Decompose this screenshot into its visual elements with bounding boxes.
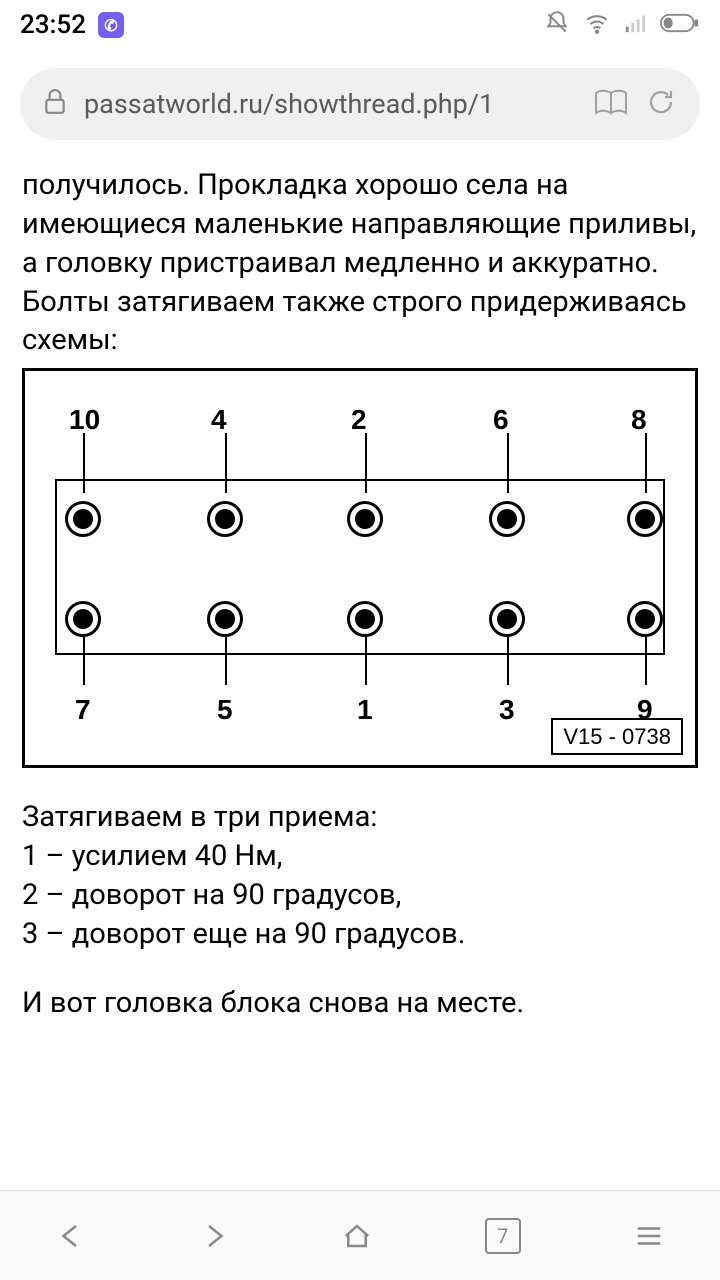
back-button[interactable] (56, 1221, 86, 1251)
battery-icon (660, 13, 700, 37)
bolt-7 (65, 601, 101, 637)
viber-icon: ✆ (98, 12, 124, 38)
bolt-9 (627, 601, 663, 637)
diagram-code: V15 - 0738 (551, 718, 683, 755)
bolt-4 (207, 501, 243, 537)
status-right (544, 10, 700, 40)
page-content: получилось. Прокладка хорошо села на име… (0, 154, 720, 1190)
url-bar[interactable]: passatworld.ru/showthread.php/1 (20, 68, 700, 140)
menu-button[interactable] (634, 1221, 664, 1251)
bolt-3 (489, 601, 525, 637)
lock-icon (44, 89, 66, 119)
wifi-icon (584, 10, 610, 40)
bolt-6 (489, 501, 525, 537)
bolt-1 (347, 601, 383, 637)
reader-mode-icon[interactable] (594, 88, 628, 120)
bolt-5 (207, 601, 243, 637)
url-text: passatworld.ru/showthread.php/1 (84, 88, 576, 120)
reload-icon[interactable] (646, 87, 676, 121)
home-button[interactable] (342, 1221, 372, 1251)
signal-icon (624, 12, 646, 38)
step-1: 1 – усилием 40 Нм, (22, 837, 698, 876)
bolt-8 (627, 501, 663, 537)
steps-title: Затягиваем в три приема: (22, 798, 698, 837)
forward-button[interactable] (199, 1221, 229, 1251)
steps-block: Затягиваем в три приема: 1 – усилием 40 … (22, 798, 698, 953)
bottom-nav: 7 (0, 1190, 720, 1280)
mute-icon (544, 10, 570, 40)
step-3: 3 – доворот еще на 90 градусов. (22, 915, 698, 954)
tabs-button[interactable]: 7 (485, 1218, 521, 1254)
status-left: 23:52 ✆ (20, 10, 124, 40)
clock-text: 23:52 (20, 10, 86, 40)
paragraph-3: И вот головка блока снова на месте. (22, 984, 698, 1023)
paragraph-1: получилось. Прокладка хорошо села на име… (22, 166, 698, 360)
status-bar: 23:52 ✆ (0, 0, 720, 50)
bolt-diagram: 10426875139 V15 - 0738 (22, 368, 698, 768)
bolt-2 (347, 501, 383, 537)
step-2: 2 – доворот на 90 градусов, (22, 876, 698, 915)
url-bar-container: passatworld.ru/showthread.php/1 (0, 50, 720, 154)
bolt-10 (65, 501, 101, 537)
